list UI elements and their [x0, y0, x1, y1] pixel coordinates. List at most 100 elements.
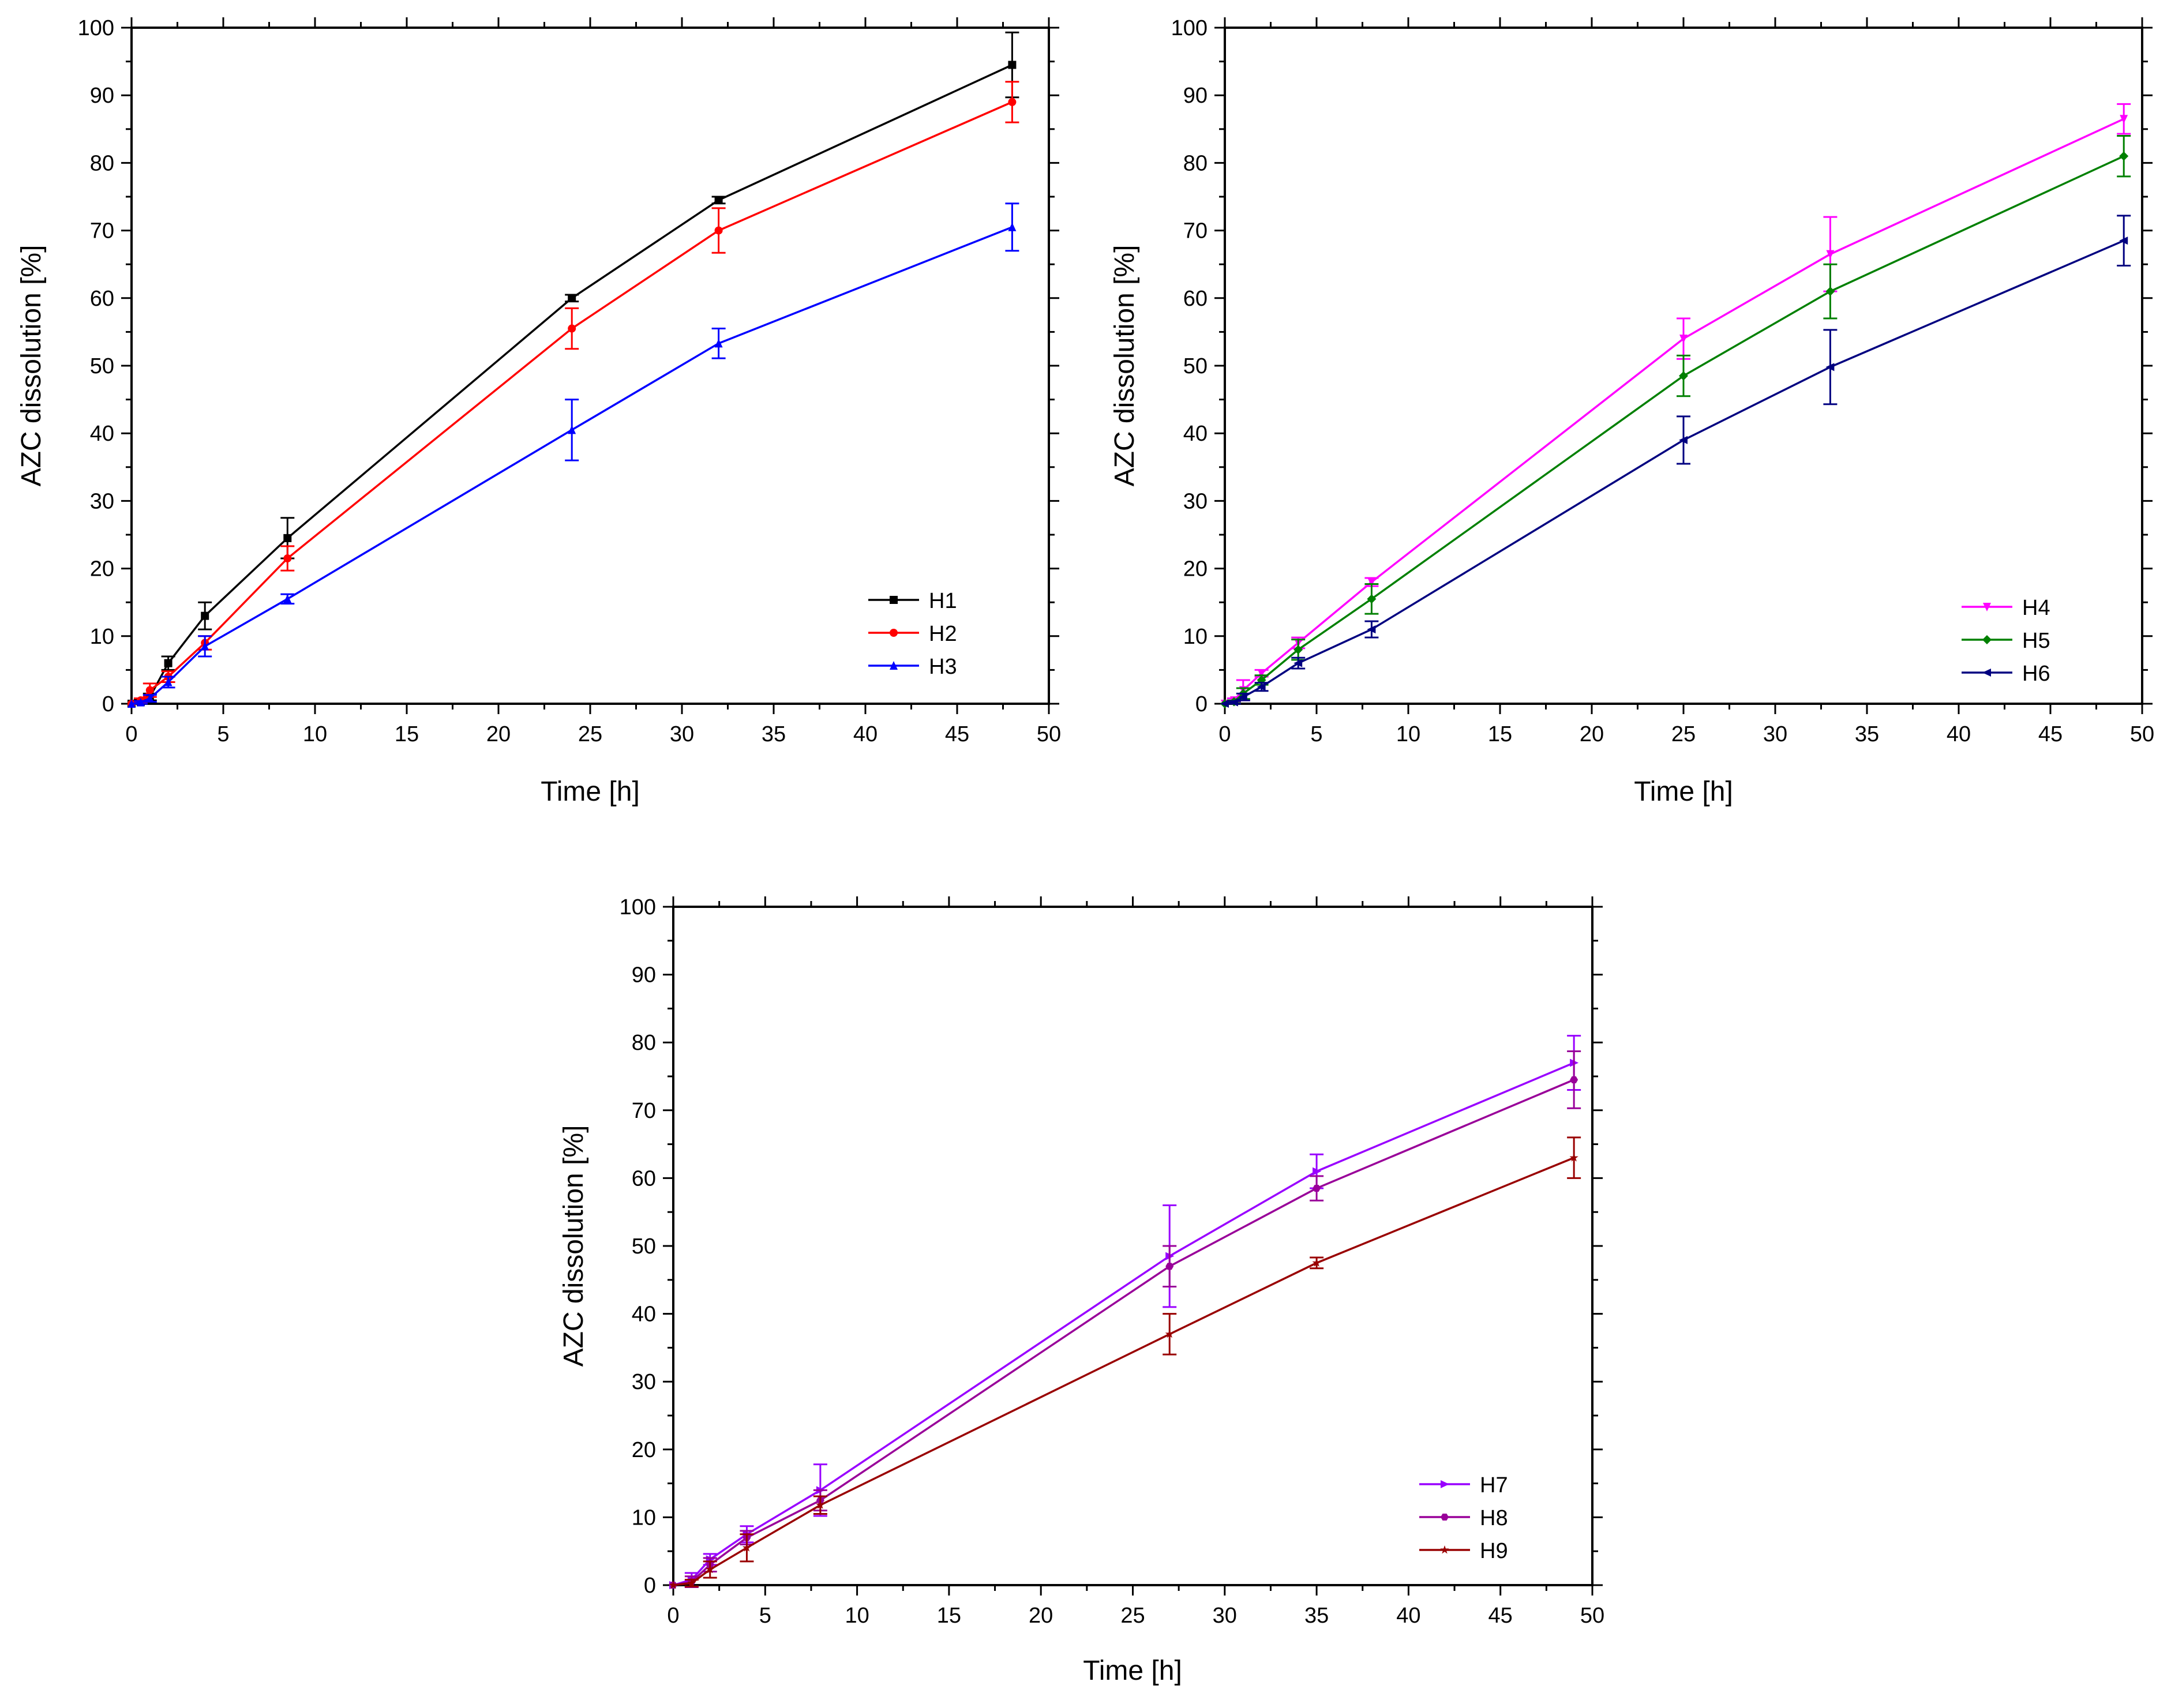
legend-swatch-marker: [1440, 1545, 1449, 1554]
data-point: [1293, 659, 1303, 667]
data-point: [1570, 1076, 1578, 1083]
y-tick-label: 30: [632, 1370, 656, 1394]
legend-label: H8: [1480, 1506, 1508, 1530]
series-h1: [128, 31, 1019, 708]
x-tick-label: 50: [2130, 722, 2154, 746]
legend-swatch-marker: [1982, 669, 1991, 677]
y-tick-label: 0: [1195, 692, 1208, 716]
series-line: [673, 1079, 1574, 1586]
y-tick-label: 90: [632, 963, 656, 988]
chart-panel-h7-h9: 0 5 10 15 20 25 30 35 40 45 50 0 10 20 30 40 50 60 70 80 90…: [558, 895, 1604, 1686]
data-layer: [128, 31, 1019, 708]
y-tick-label: 70: [90, 219, 114, 243]
axis-ticks: [1214, 17, 2153, 714]
legend-item-h1: H1: [868, 589, 957, 613]
x-tick-label: 10: [303, 722, 327, 746]
y-tick-label: 40: [1183, 422, 1208, 446]
data-point: [1313, 1167, 1322, 1176]
data-point: [1312, 1258, 1321, 1267]
y-tick-label: 30: [1183, 489, 1208, 513]
x-tick-label: 50: [1037, 722, 1061, 746]
series-line: [673, 1157, 1574, 1586]
data-point: [1220, 700, 1229, 708]
y-axis-title: AZC dissolution [%]: [558, 1125, 589, 1367]
data-point: [687, 1578, 696, 1587]
y-tick-label: 10: [90, 625, 114, 649]
legend-label: H6: [2022, 662, 2050, 686]
legend-label: H2: [929, 622, 957, 646]
x-tick-label: 45: [1488, 1604, 1513, 1628]
x-tick-label: 40: [853, 722, 878, 746]
series-h6: [1220, 215, 2131, 708]
data-point: [2119, 151, 2129, 161]
y-tick-label: 60: [1183, 287, 1208, 311]
data-point: [568, 324, 576, 333]
x-tick-label: 10: [845, 1604, 869, 1628]
data-point: [128, 699, 136, 708]
data-point: [714, 339, 723, 348]
y-tick-label: 90: [90, 84, 114, 108]
legend-label: H1: [929, 589, 957, 613]
y-tick-label: 50: [632, 1234, 656, 1259]
data-point: [1165, 1263, 1174, 1270]
data-point: [669, 1581, 678, 1589]
x-axis-title: Time [h]: [1634, 776, 1733, 807]
x-tick-label: 0: [667, 1604, 679, 1628]
data-point: [164, 677, 173, 686]
x-tick-label: 15: [937, 1604, 961, 1628]
data-point: [1313, 1184, 1321, 1192]
x-tick-label: 0: [125, 722, 137, 746]
axis-ticks: [121, 17, 1059, 714]
y-tick-labels: 0 10 20 30 40 50 60 70 80 90 100: [620, 895, 656, 1598]
x-tick-label: 10: [1396, 722, 1420, 746]
data-point: [283, 594, 292, 603]
legend: H7 H8 H9: [1419, 1473, 1508, 1563]
chart-panel-h1-h3: 0 5 10 15 20 25 30 35 40 45 50 0 10 20 30 40 50 60 70 80 90…: [16, 16, 1061, 807]
data-point: [1008, 97, 1017, 106]
data-point: [283, 534, 292, 542]
y-tick-label: 50: [90, 354, 114, 378]
y-tick-label: 50: [1183, 354, 1208, 378]
x-tick-label: 25: [1671, 722, 1696, 746]
legend-label: H3: [929, 655, 957, 679]
legend-swatch-marker: [1441, 1480, 1449, 1488]
data-point: [2119, 237, 2128, 245]
legend-label: H5: [2022, 629, 2050, 653]
x-tick-label: 30: [1213, 1604, 1237, 1628]
legend-swatch-marker: [1983, 603, 1991, 611]
series-line: [1224, 155, 2124, 705]
y-tick-label: 20: [90, 557, 114, 581]
y-tick-label: 0: [644, 1574, 656, 1598]
x-tick-label: 5: [759, 1604, 771, 1628]
x-tick-label: 30: [1763, 722, 1787, 746]
legend: H4 H5 H6: [1962, 596, 2050, 686]
y-tick-label: 100: [620, 895, 656, 919]
data-point: [1257, 669, 1266, 678]
data-point: [164, 659, 173, 667]
y-tick-label: 60: [632, 1166, 656, 1191]
data-point: [568, 294, 576, 302]
legend: H1 H2 H3: [868, 589, 957, 679]
data-point: [568, 425, 576, 434]
data-point: [2120, 115, 2128, 124]
x-tick-label: 20: [486, 722, 511, 746]
y-tick-label: 80: [90, 151, 114, 175]
y-tick-label: 70: [632, 1099, 656, 1123]
legend-item-h9: H9: [1419, 1539, 1508, 1563]
series-h7: [669, 1034, 1581, 1589]
y-tick-label: 20: [1183, 557, 1208, 581]
data-point: [145, 693, 154, 703]
series-h5: [1220, 135, 2131, 708]
legend-item-h7: H7: [1419, 1473, 1508, 1497]
axis-ticks: [663, 896, 1603, 1596]
y-axis-title: AZC dissolution [%]: [16, 245, 47, 487]
legend-label: H9: [1480, 1539, 1508, 1563]
x-tick-label: 45: [2038, 722, 2063, 746]
x-tick-labels: 0 5 10 15 20 25 30 35 40 45 50: [1218, 722, 2154, 746]
data-point: [816, 1500, 825, 1509]
data-point: [283, 554, 292, 563]
x-tick-label: 40: [1396, 1604, 1420, 1628]
chart-panel-h4-h6: 0 5 10 15 20 25 30 35 40 45 50 0 10 20 30 40 50 60 70 80 90…: [1109, 16, 2154, 807]
data-point: [1825, 287, 1835, 296]
